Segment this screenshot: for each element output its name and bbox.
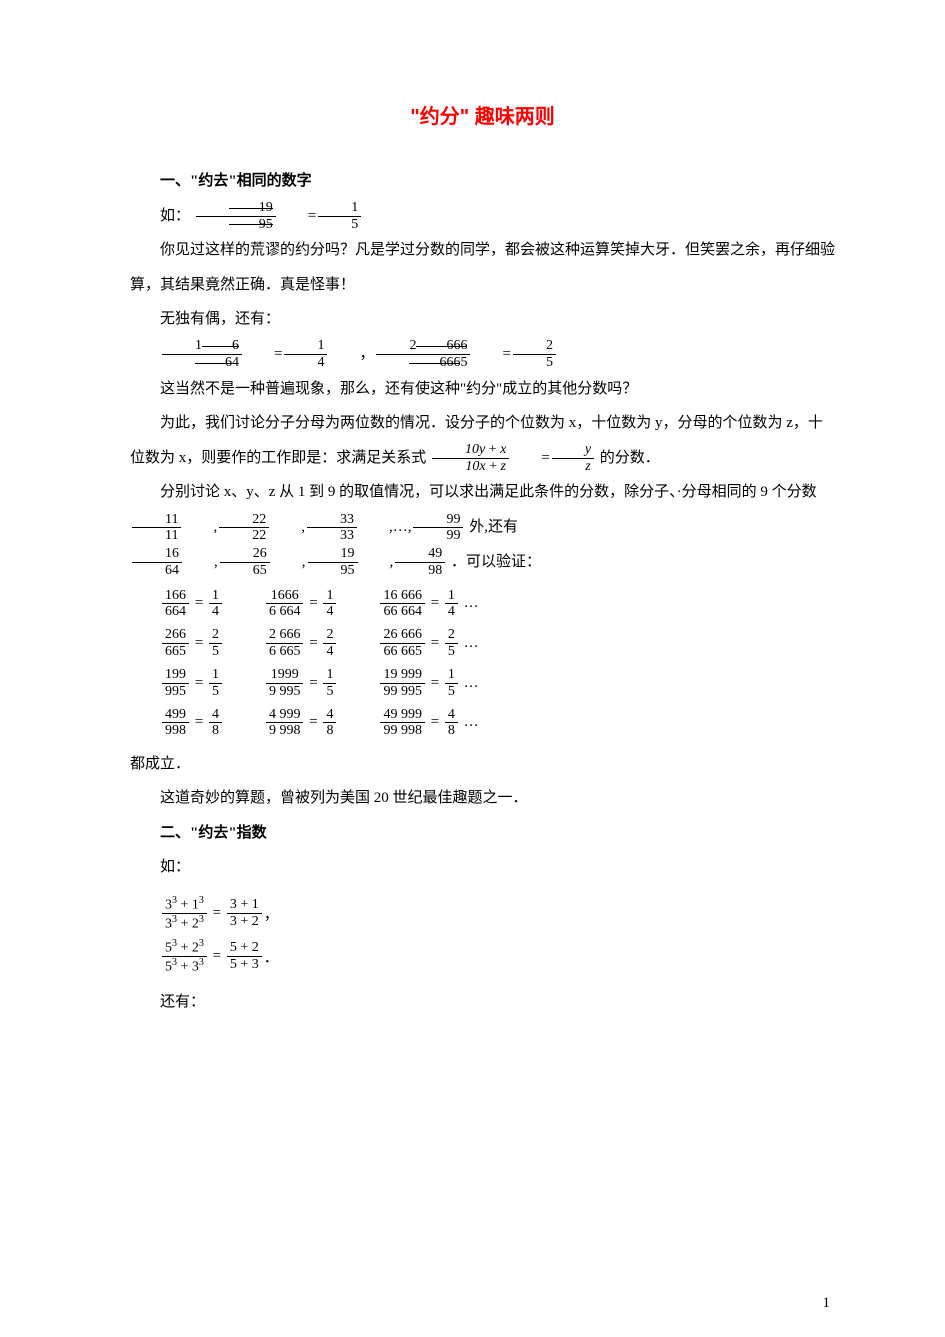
fraction: 19 95 xyxy=(196,200,276,232)
equation-row: 266665 = 25 2 6666 665 = 24 26 66666 665 =… xyxy=(160,627,835,659)
intro-line: 如： 19 95 = 1 5 xyxy=(130,199,835,234)
equation-cell: 26 66666 665 = 25 … xyxy=(378,627,478,659)
paragraph: 还有： xyxy=(130,985,835,1020)
fraction: 1 4 xyxy=(284,338,327,370)
equation-cell: 49 99999 998 = 48 … xyxy=(378,707,478,739)
equation-row: 166664 = 14 16666 664 = 14 16 66666 664 = … xyxy=(160,588,835,620)
equation-line: 16 64 = 1 4 ， 2666 6665 = 2 5 xyxy=(130,337,835,372)
fraction: 5 + 2 5 + 3 xyxy=(227,940,262,972)
paragraph: 分别讨论 x、y、z 从 1 到 9 的取值情况，可以求出满足此条件的分数，除分… xyxy=(130,475,835,579)
paragraph: 都成立． xyxy=(130,747,835,782)
equation-cell: 2 6666 665 = 24 xyxy=(264,627,338,659)
equals: = xyxy=(278,199,316,234)
equation-cell: 199995 = 15 xyxy=(160,667,224,699)
fraction: 3 + 1 3 + 2 xyxy=(227,897,262,929)
equation-cell: 4 9999 998 = 48 xyxy=(264,707,338,739)
section-heading-2: 二、"约去"指数 xyxy=(130,816,835,851)
fraction: 33 + 13 33 + 23 xyxy=(162,895,207,932)
paragraph: 如： xyxy=(130,850,835,885)
page-number: 1 xyxy=(823,1295,831,1312)
paragraph: 你见过这样的荒谬的约分吗？凡是学过分数的同学，都会被这种运算笑掉大牙．但笑罢之余… xyxy=(130,233,835,302)
equation-cell: 16 66666 664 = 14 … xyxy=(378,588,478,620)
equation-cell: 266665 = 25 xyxy=(160,627,224,659)
equation-table: 166664 = 14 16666 664 = 14 16 66666 664 = … xyxy=(130,588,835,739)
equation-cell: 16666 664 = 14 xyxy=(264,588,338,620)
equation-row: 499998 = 48 4 9999 998 = 48 49 99999 998 =… xyxy=(160,707,835,739)
fraction: 2666 6665 xyxy=(376,338,470,370)
paragraph: 这道奇妙的算题，曾被列为美国 20 世纪最佳趣题之一． xyxy=(130,781,835,816)
paragraph: 为此，我们讨论分子分母为两位数的情况．设分子的个位数为 x，十位数为 y，分母的… xyxy=(130,406,835,475)
fraction: 1 5 xyxy=(318,200,361,232)
document-page: "约分" 趣味两则 一、"约去"相同的数字 如： 19 95 = 1 5 你见过… xyxy=(0,0,945,1337)
equation-cell: 166664 = 14 xyxy=(160,588,224,620)
fraction: 53 + 23 53 + 33 xyxy=(162,938,207,975)
equation-cell: 19999 995 = 15 xyxy=(264,667,338,699)
fraction: 16 64 xyxy=(162,338,242,370)
section-heading-1: 一、"约去"相同的数字 xyxy=(130,164,835,199)
equation-cell: 19 99999 995 = 15 … xyxy=(378,667,478,699)
text-ru: 如： xyxy=(160,208,190,224)
paragraph: 这当然不是一种普遍现象，那么，还有使这种"约分"成立的其他分数吗？ xyxy=(130,372,835,407)
paragraph: 无独有偶，还有： xyxy=(130,302,835,337)
fraction: 2 5 xyxy=(513,338,556,370)
fraction: y z xyxy=(552,442,594,474)
equation-block: 33 + 13 33 + 23 = 3 + 1 3 + 2 ， 53 + 23 … xyxy=(160,895,835,975)
equation-row: 199995 = 15 19999 995 = 15 19 99999 995 = … xyxy=(160,667,835,699)
equation-cell: 499998 = 48 xyxy=(160,707,224,739)
page-title: "约分" 趣味两则 xyxy=(130,100,835,129)
fraction: 10y + x 10x + z xyxy=(432,442,509,474)
